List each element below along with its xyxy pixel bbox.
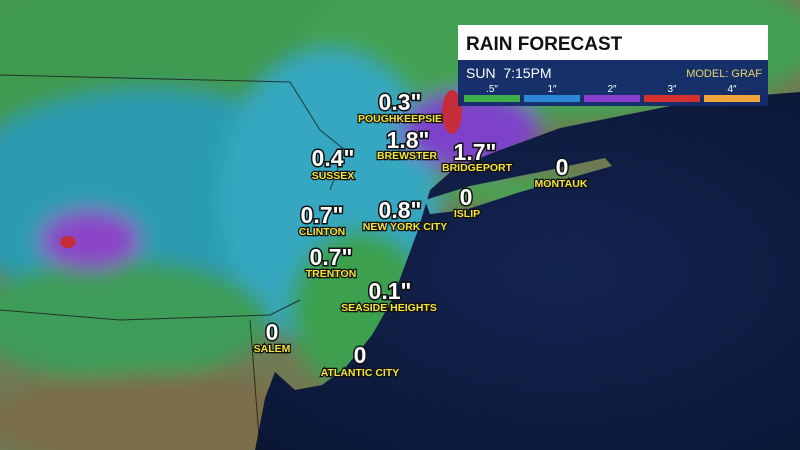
forecast-time: SUN 7:15PM [466,65,552,81]
heavy-rain [60,236,76,248]
city-name: BREWSTER [377,150,438,162]
city-name: SUSSEX [312,170,355,182]
city-name: SALEM [254,343,291,355]
city-name: ISLIP [454,208,480,220]
city-name: TRENTON [306,268,357,280]
city-rain-total: 0.3" [379,89,422,115]
legend-swatch [704,95,760,102]
city-name: ATLANTIC CITY [321,367,400,379]
city-rain-total: 1.8" [387,127,430,153]
legend-swatch [584,95,640,102]
city-rain-total: 0 [354,342,367,368]
legend-label: 1″ [547,84,557,95]
legend-swatch [524,95,580,102]
panel-title-bg [458,25,768,60]
city-name: BRIDGEPORT [442,162,513,174]
city-name: CLINTON [299,226,345,238]
city-name: SEASIDE HEIGHTS [341,302,437,314]
city-rain-total: 0.7" [301,202,344,228]
city-rain-total: 0.1" [369,278,412,304]
heavy-rain [442,90,462,134]
city-name: MONTAUK [535,178,588,190]
model-name: MODEL: GRAF [686,68,762,80]
city-rain-total: 0.4" [312,145,355,171]
city-name: NEW YORK CITY [363,221,447,233]
panel-title: RAIN FORECAST [466,34,623,55]
city-rain-total: 0.7" [310,244,353,270]
legend-swatch [644,95,700,102]
city-rain-total: 0 [266,319,279,345]
city-rain-total: 0 [460,184,473,210]
city-name: POUGHKEEPSIE [358,113,442,125]
legend-label: 4″ [727,84,737,95]
city-rain-total: 1.7" [454,139,497,165]
city-rain-total: 0.8" [379,197,422,223]
legend-label: .5″ [486,84,498,95]
legend-label: 2″ [607,84,617,95]
legend-label: 3″ [667,84,677,95]
legend-swatch [464,95,520,102]
city-rain-total: 0 [556,154,569,180]
borders [0,74,346,450]
